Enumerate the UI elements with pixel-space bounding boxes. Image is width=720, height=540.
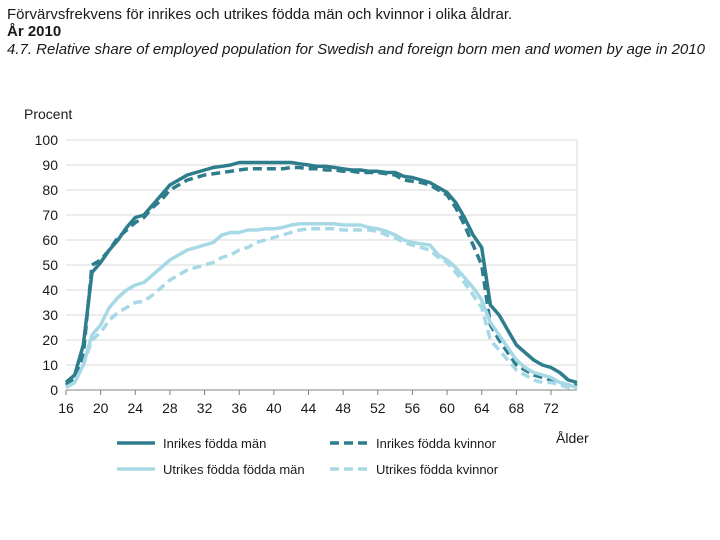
- y-tick-label: 70: [42, 207, 58, 223]
- x-tick-label: 24: [127, 400, 143, 416]
- x-tick-label: 28: [162, 400, 178, 416]
- legend-label-3: Utrikes födda kvinnor: [376, 462, 499, 477]
- y-tick-label: 20: [42, 332, 58, 348]
- legend: Inrikes födda män Inrikes födda kvinnor Ut…: [117, 436, 499, 477]
- legend-label-1: Inrikes födda kvinnor: [376, 436, 497, 451]
- x-tick-label: 72: [543, 400, 559, 416]
- y-tick-label: 40: [42, 282, 58, 298]
- y-tick-label: 60: [42, 232, 58, 248]
- y-tick-label: 50: [42, 257, 58, 273]
- series-line-2: [65, 222, 578, 390]
- legend-label-0: Inrikes födda män: [163, 436, 266, 451]
- y-tick-label: 30: [42, 307, 58, 323]
- series-lines: [64, 160, 578, 390]
- legend-label-2: Utrikes födda födda män: [163, 462, 305, 477]
- x-tick-label: 64: [474, 400, 490, 416]
- y-tick-label: 10: [42, 357, 58, 373]
- x-tick-label: 16: [58, 400, 74, 416]
- x-tick-labels: 16 20 24 28 32 36 40 44 48 52 56 60 64 68 72: [58, 390, 559, 416]
- chart-subtitle: 4.7. Relative share of employed populati…: [7, 41, 705, 58]
- x-tick-label: 68: [509, 400, 525, 416]
- y-tick-label: 0: [50, 382, 58, 398]
- x-tick-label: 32: [197, 400, 213, 416]
- y-tick-label: 80: [42, 182, 58, 198]
- series-line-3: [65, 227, 577, 390]
- x-tick-label: 44: [301, 400, 317, 416]
- x-tick-label: 52: [370, 400, 386, 416]
- chart-year: År 2010: [7, 23, 62, 40]
- series-line-0: [64, 160, 578, 385]
- chart-titles: Förvärvsfrekvens för inrikes och utrikes…: [7, 6, 707, 58]
- chart-title: Förvärvsfrekvens för inrikes och utrikes…: [7, 6, 513, 23]
- x-tick-label: 60: [439, 400, 455, 416]
- y-axis-title: Procent: [24, 106, 72, 122]
- series-line-1: [64, 165, 577, 387]
- x-tick-label: 56: [405, 400, 421, 416]
- x-tick-label: 40: [266, 400, 282, 416]
- x-tick-label: 20: [93, 400, 109, 416]
- x-tick-label: 36: [231, 400, 247, 416]
- y-tick-labels: 0 10 20 30 40 50 60 70 80 90 100: [35, 132, 59, 398]
- grid-lines: [66, 139, 578, 391]
- x-tick-label: 48: [335, 400, 351, 416]
- y-tick-label: 100: [35, 132, 59, 148]
- y-tick-label: 90: [42, 157, 58, 173]
- x-axis-title: Ålder: [556, 430, 589, 446]
